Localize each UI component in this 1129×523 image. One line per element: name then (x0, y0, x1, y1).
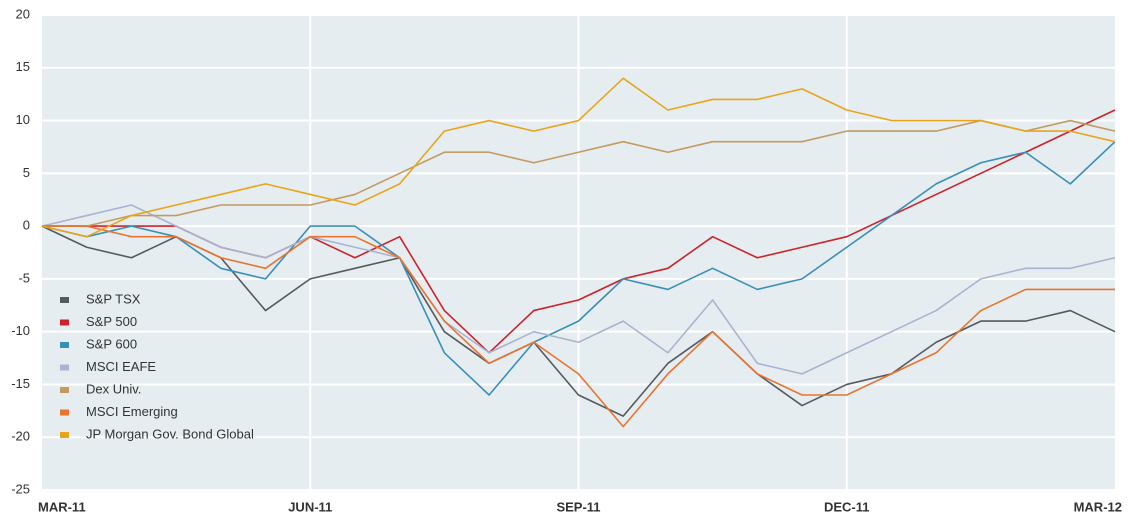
legend-swatch (60, 342, 69, 348)
y-tick-label: 10 (16, 112, 30, 127)
y-tick-label: -15 (11, 376, 30, 391)
x-tick-label: MAR-11 (38, 499, 86, 514)
legend-label: MSCI EAFE (86, 359, 156, 374)
legend-label: S&P 500 (86, 314, 137, 329)
y-tick-label: -5 (18, 270, 30, 285)
legend-swatch (60, 319, 69, 326)
series-line (41, 77, 1116, 238)
legend-label: S&P 600 (86, 336, 137, 351)
series-line (41, 204, 1116, 375)
y-tick-label: 5 (23, 165, 30, 180)
legend-swatch (60, 387, 69, 393)
x-tick-label: JUN-11 (288, 499, 332, 514)
y-tick-label: 0 (23, 218, 30, 233)
series-line (42, 225, 1115, 428)
y-tick-label: 15 (16, 59, 30, 74)
x-tick-label: MAR-12 (1074, 499, 1122, 514)
y-tick-label: -20 (11, 429, 30, 444)
series-line (41, 141, 1116, 396)
legend-swatch (60, 409, 69, 416)
legend-label: JP Morgan Gov. Bond Global (86, 426, 254, 441)
y-tick-label: -10 (11, 323, 30, 338)
legend-swatch (60, 432, 69, 438)
legend-swatch (60, 297, 69, 303)
legend-label: MSCI Emerging (86, 404, 178, 419)
y-tick-label: 20 (16, 6, 30, 21)
y-tick-label: -25 (11, 481, 30, 496)
legend-label: S&P TSX (86, 291, 141, 306)
legend-swatch (60, 364, 69, 371)
series-line (42, 119, 1116, 227)
x-tick-label: SEP-11 (556, 499, 600, 514)
x-tick-label: DEC-11 (824, 499, 870, 514)
legend-label: Dex Univ. (86, 381, 141, 396)
